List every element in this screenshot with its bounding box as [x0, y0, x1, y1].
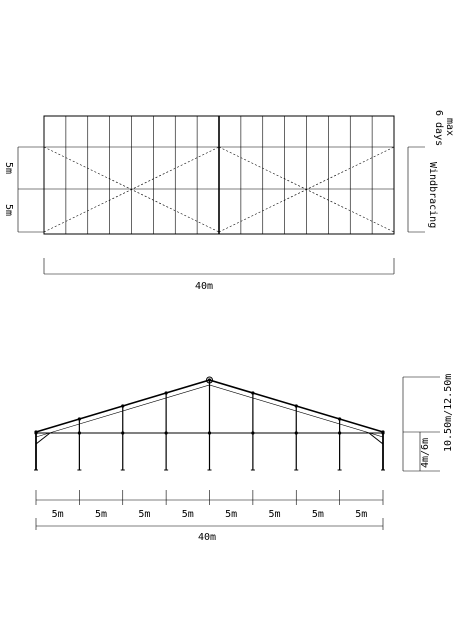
- frame-node: [77, 431, 81, 435]
- bay-label: 5m: [52, 509, 64, 520]
- bay-dimensions: 5m 5m 5m 5m 5m 5m 5m 5m: [35, 490, 384, 520]
- bay-label: 5m: [355, 509, 367, 520]
- frame-node: [338, 431, 342, 435]
- ridge-height-label: 10.50m/12.50m: [443, 374, 454, 452]
- bay-label: 5m: [312, 509, 324, 520]
- frame-node: [121, 431, 125, 435]
- roof-node: [381, 430, 385, 434]
- bay-label: 5m: [225, 509, 237, 520]
- frame-node: [251, 431, 255, 435]
- roof-node: [164, 391, 168, 395]
- ridge-joint: [206, 376, 213, 384]
- plan-width-label: 40m: [195, 281, 213, 292]
- roof-node: [77, 417, 81, 421]
- roof-node: [251, 391, 255, 395]
- elevation-frame: [34, 376, 385, 471]
- max-days-line-1: max: [444, 118, 455, 136]
- frame-node: [294, 431, 298, 435]
- height-dimensions: 4m/6m 10.50m/12.50m: [402, 374, 454, 472]
- bay-label: 5m: [138, 509, 150, 520]
- side-height-label: 4m/6m: [420, 438, 431, 468]
- windbracing-label: Windbracing: [427, 162, 438, 228]
- knee-brace: [35, 432, 51, 445]
- roof-node: [338, 417, 342, 421]
- frame-node: [207, 431, 212, 435]
- elevation-width-dimension: 40m: [35, 518, 384, 543]
- plan-view: 5m 5m max 6 days Windbracing 40m: [3, 110, 455, 292]
- bay-label: 5m: [182, 509, 194, 520]
- roof-node: [207, 378, 212, 382]
- roof-node: [294, 404, 298, 408]
- bracing-line: [43, 146, 220, 233]
- depth-dimension: 5m 5m: [3, 146, 44, 233]
- plan-grid: [44, 116, 394, 234]
- bracing-line: [218, 146, 395, 233]
- roof-node: [121, 404, 125, 408]
- depth-label-1: 5m: [3, 162, 14, 174]
- bay-label: 5m: [95, 509, 107, 520]
- max-days-line-2: 6 days: [433, 110, 444, 146]
- elevation-view: 4m/6m 10.50m/12.50m 5m 5m 5m 5m 5m 5m 5m 5m 40m: [34, 374, 454, 543]
- frame-node: [164, 431, 168, 435]
- windbracing-bracket: max 6 days Windbracing: [407, 110, 455, 233]
- roof-node: [34, 430, 38, 434]
- windbracing-lines: [43, 146, 395, 233]
- elevation-width-label: 40m: [198, 532, 216, 543]
- depth-label-2: 5m: [3, 204, 14, 216]
- plan-width-dimension: 40m: [43, 258, 395, 292]
- knee-brace: [368, 432, 384, 445]
- bay-label: 5m: [269, 509, 281, 520]
